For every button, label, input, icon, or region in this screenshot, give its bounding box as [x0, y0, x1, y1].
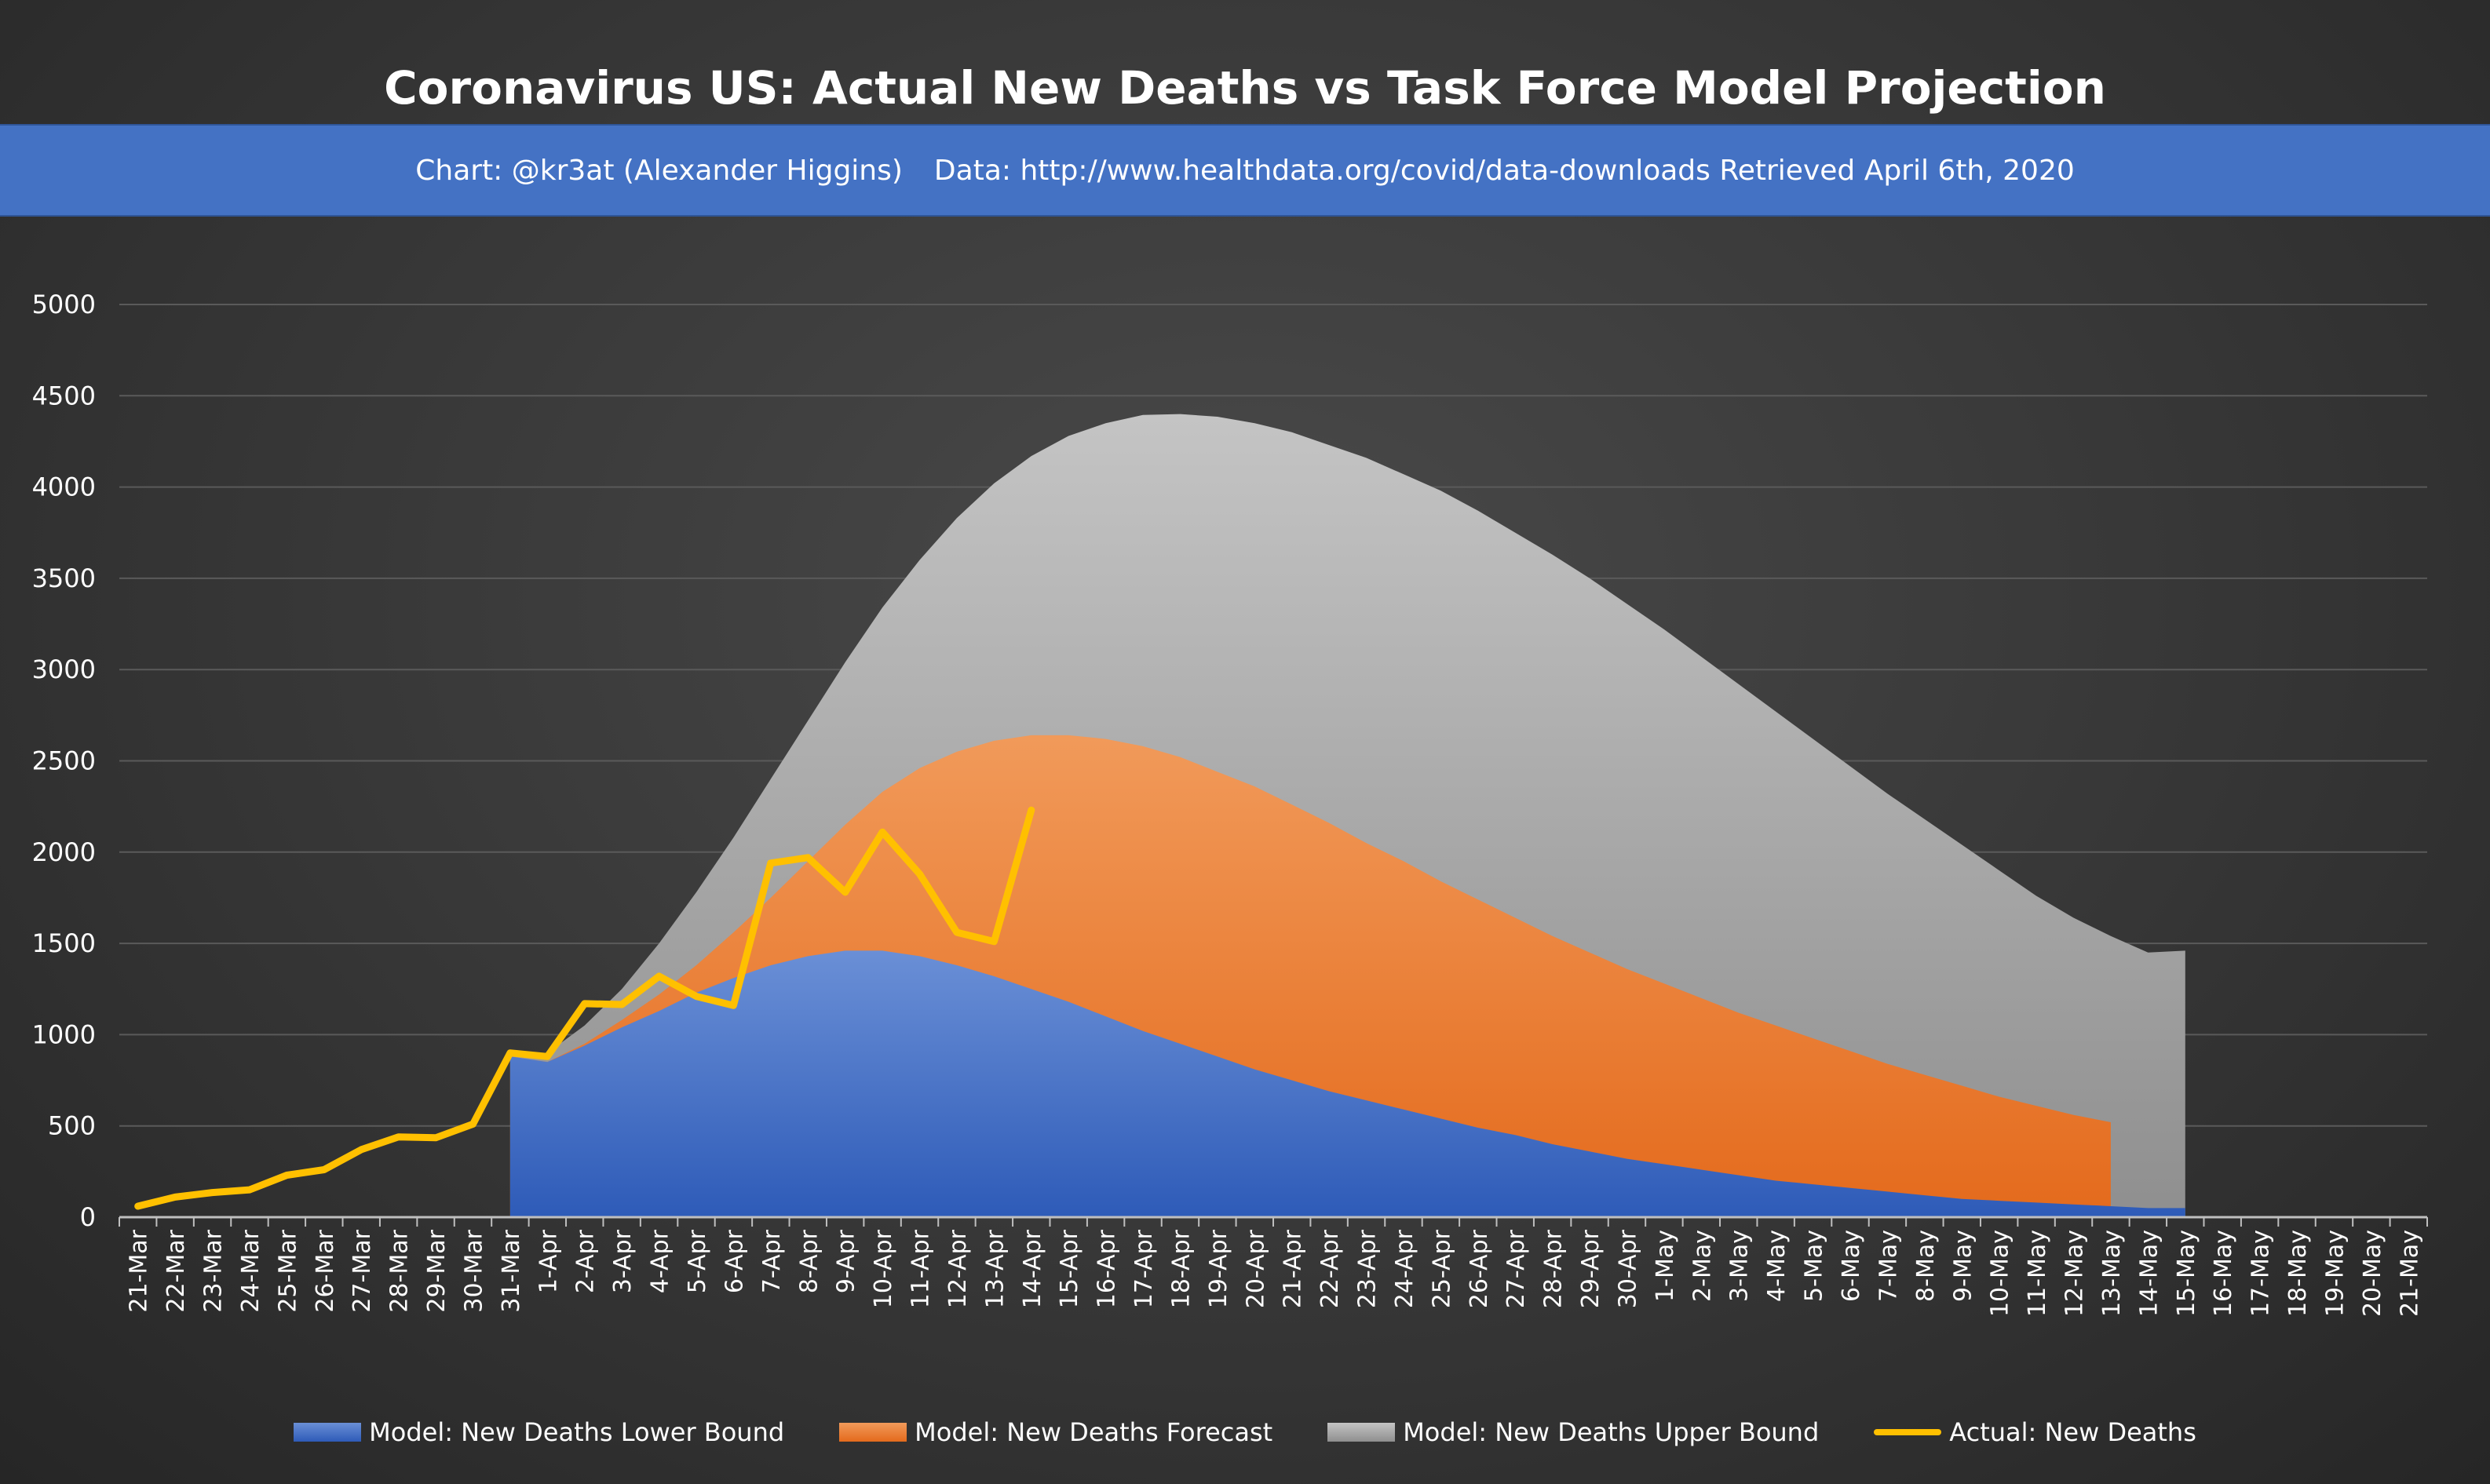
x-tick-label: 16-May: [2210, 1230, 2237, 1317]
x-tick-label: 17-Apr: [1130, 1229, 1158, 1308]
y-tick-label: 5000: [32, 290, 96, 319]
x-tick-label: 5-May: [1801, 1230, 1828, 1302]
x-tick-label: 19-May: [2321, 1230, 2349, 1317]
x-tick-label: 8-Apr: [795, 1229, 823, 1293]
x-tick-label: 10-Apr: [870, 1229, 897, 1308]
x-tick-label: 15-May: [2173, 1230, 2200, 1317]
x-tick-label: 26-Apr: [1466, 1229, 1493, 1308]
y-tick-label: 1500: [32, 928, 96, 958]
x-tick-label: 2-May: [1689, 1230, 1716, 1302]
x-tick-label: 2-Apr: [572, 1229, 600, 1293]
x-tick-label: 23-Apr: [1354, 1229, 1382, 1308]
y-axis: 0 500 1000 1500 2000 2500 3000 3500 4000 4500 5000: [32, 290, 96, 1232]
x-tick-label: 13-May: [2098, 1230, 2126, 1317]
x-tick-label: 15-Apr: [1056, 1229, 1083, 1308]
x-tick-label: 14-May: [2135, 1230, 2163, 1317]
x-tick-label: 25-Apr: [1428, 1229, 1455, 1308]
series-line: [134, 806, 1035, 1210]
x-axis: 21-Mar 22-Mar 23-Mar 24-Mar 25-Mar 26-Mar 27-M…: [119, 1216, 2428, 1317]
y-tick-label: 1000: [32, 1019, 96, 1049]
x-tick-label: 27-Mar: [349, 1229, 376, 1312]
y-tick-label: 3500: [32, 563, 96, 593]
x-tick-label: 24-Apr: [1391, 1229, 1418, 1308]
legend-swatch-forecast: [839, 1423, 907, 1442]
x-tick-label: 25-Mar: [274, 1229, 301, 1312]
y-tick-label: 4500: [32, 381, 96, 410]
data-source: Data: http://www.healthdata.org/covid/da…: [933, 154, 2075, 187]
x-tick-label: 7-May: [1875, 1230, 1902, 1302]
x-tick-label: 29-Mar: [423, 1229, 451, 1312]
x-tick-label: 11-Apr: [907, 1229, 935, 1308]
x-tick-label: 22-Apr: [1316, 1229, 1344, 1308]
area-lower-bound: [509, 950, 2185, 1217]
x-tick-label: 26-Mar: [312, 1229, 339, 1312]
x-tick-label: 17-May: [2247, 1230, 2275, 1317]
x-tick-label: 21-Mar: [126, 1229, 153, 1312]
x-tick-label: 6-Apr: [721, 1229, 748, 1293]
legend-item-forecast: Model: New Deaths Forecast: [839, 1417, 1272, 1447]
chart-credit: Chart: @kr3at (Alexander Higgins): [415, 154, 903, 187]
x-tick-label: 14-Apr: [1019, 1229, 1046, 1308]
y-tick-label: 500: [48, 1111, 96, 1141]
x-tick-label: 12-Apr: [944, 1229, 972, 1308]
x-tick-label: 16-Apr: [1093, 1229, 1121, 1308]
legend-item-lower-bound: Model: New Deaths Lower Bound: [294, 1417, 784, 1447]
subtitle-band: Chart: @kr3at (Alexander Higgins) Data: …: [0, 124, 2490, 217]
x-tick-label: 9-May: [1949, 1230, 1977, 1302]
legend-label-upper-bound: Model: New Deaths Upper Bound: [1403, 1417, 1820, 1447]
legend-swatch-actual: [1874, 1429, 1942, 1435]
x-tick-label: 3-May: [1726, 1230, 1754, 1302]
chart-title: Coronavirus US: Actual New Deaths vs Tas…: [384, 61, 2106, 115]
x-tick-label: 4-Apr: [647, 1229, 674, 1293]
x-tick-label: 12-May: [2061, 1230, 2089, 1317]
x-tick-label: 19-Apr: [1205, 1229, 1232, 1308]
x-tick-label: 22-Mar: [162, 1229, 190, 1312]
x-tick-label: 13-Apr: [981, 1229, 1009, 1308]
x-tick-label: 24-Mar: [237, 1229, 265, 1312]
x-tick-label: 21-Apr: [1280, 1229, 1307, 1308]
x-tick-label: 30-Mar: [460, 1229, 487, 1312]
x-tick-label: 5-Apr: [684, 1229, 711, 1293]
x-tick-label: 4-May: [1763, 1230, 1791, 1302]
y-tick-label: 2000: [32, 837, 96, 867]
series-areas: [509, 414, 2185, 1217]
x-tick-label: 31-Mar: [498, 1229, 525, 1312]
x-tick-label: 20-May: [2359, 1230, 2386, 1317]
x-tick-label: 18-May: [2284, 1230, 2312, 1317]
x-tick-label: 7-Apr: [758, 1229, 786, 1293]
x-tick-label: 20-Apr: [1242, 1229, 1269, 1308]
legend-swatch-lower-bound: [294, 1423, 362, 1442]
x-tick-label: 3-Apr: [609, 1229, 637, 1293]
x-tick-label: 1-May: [1652, 1230, 1679, 1302]
x-tick-label: 28-Apr: [1540, 1229, 1568, 1308]
x-tick-label: 10-May: [1987, 1230, 2014, 1317]
x-tick-label: 30-Apr: [1614, 1229, 1641, 1308]
x-tick-label: 29-Apr: [1577, 1229, 1605, 1308]
x-tick-label: 28-Mar: [386, 1229, 414, 1312]
y-tick-label: 2500: [32, 746, 96, 776]
legend: Model: New Deaths Lower Bound Model: New…: [0, 1417, 2490, 1447]
y-tick-label: 4000: [32, 472, 96, 502]
legend-item-actual: Actual: New Deaths: [1874, 1417, 2196, 1447]
legend-label-forecast: Model: New Deaths Forecast: [915, 1417, 1273, 1447]
x-tick-label: 8-May: [1912, 1230, 1940, 1302]
legend-label-actual: Actual: New Deaths: [1949, 1417, 2196, 1447]
x-tick-label: 21-May: [2396, 1230, 2423, 1317]
line-actual-new-deaths: [134, 806, 1035, 1210]
x-tick-label: 6-May: [1838, 1230, 1865, 1302]
x-tick-label: 23-Mar: [200, 1229, 228, 1312]
y-tick-label: 0: [80, 1202, 96, 1232]
y-tick-label: 3000: [32, 654, 96, 684]
x-tick-label: 27-Apr: [1502, 1229, 1530, 1308]
legend-swatch-upper-bound: [1327, 1423, 1396, 1442]
x-tick-label: 18-Apr: [1167, 1229, 1195, 1308]
x-tick-label: 9-Apr: [833, 1229, 860, 1293]
x-tick-label: 11-May: [2024, 1230, 2051, 1317]
x-tick-label: 1-Apr: [535, 1229, 562, 1293]
legend-label-lower-bound: Model: New Deaths Lower Bound: [369, 1417, 785, 1447]
legend-item-upper-bound: Model: New Deaths Upper Bound: [1327, 1417, 1819, 1447]
